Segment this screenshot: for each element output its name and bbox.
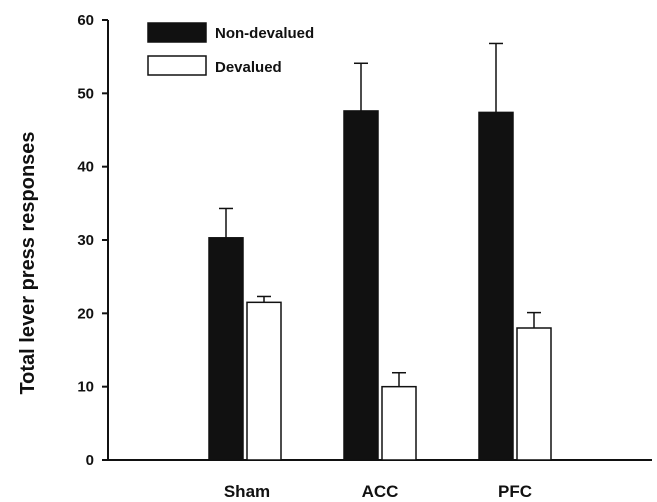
bar-pfc-non-devalued	[478, 111, 514, 461]
bar-sham-devalued	[246, 301, 282, 461]
bar-sham-non-devalued	[208, 237, 244, 461]
legend-swatch-non-devalued	[147, 22, 207, 43]
axes	[107, 20, 652, 461]
y-tick-label-40: 40	[77, 159, 94, 176]
category-label-sham: Sham	[224, 482, 270, 501]
y-tick-label-10: 10	[77, 379, 94, 396]
y-ticks: 0 10 20 30 40 50 60	[77, 12, 108, 469]
category-labels: Sham ACC PFC	[224, 482, 532, 501]
y-tick-label-0: 0	[86, 452, 94, 469]
bar-acc-devalued	[381, 385, 417, 461]
category-label-acc: ACC	[362, 482, 399, 501]
legend-label-non-devalued: Non-devalued	[215, 25, 314, 42]
y-axis-label: Total lever press responses	[17, 131, 39, 394]
error-bars	[219, 42, 541, 387]
y-tick-label-20: 20	[77, 305, 94, 322]
y-tick-label-60: 60	[77, 12, 94, 29]
legend: Non-devalued Devalued	[147, 22, 314, 76]
legend-swatch-devalued	[147, 55, 207, 76]
y-tick-label-50: 50	[77, 85, 94, 102]
y-tick-label-30: 30	[77, 232, 94, 249]
bar-pfc-devalued	[516, 327, 552, 461]
legend-label-devalued: Devalued	[215, 59, 282, 76]
bars	[208, 110, 552, 461]
bar-acc-non-devalued	[343, 110, 379, 461]
category-label-pfc: PFC	[498, 482, 532, 501]
